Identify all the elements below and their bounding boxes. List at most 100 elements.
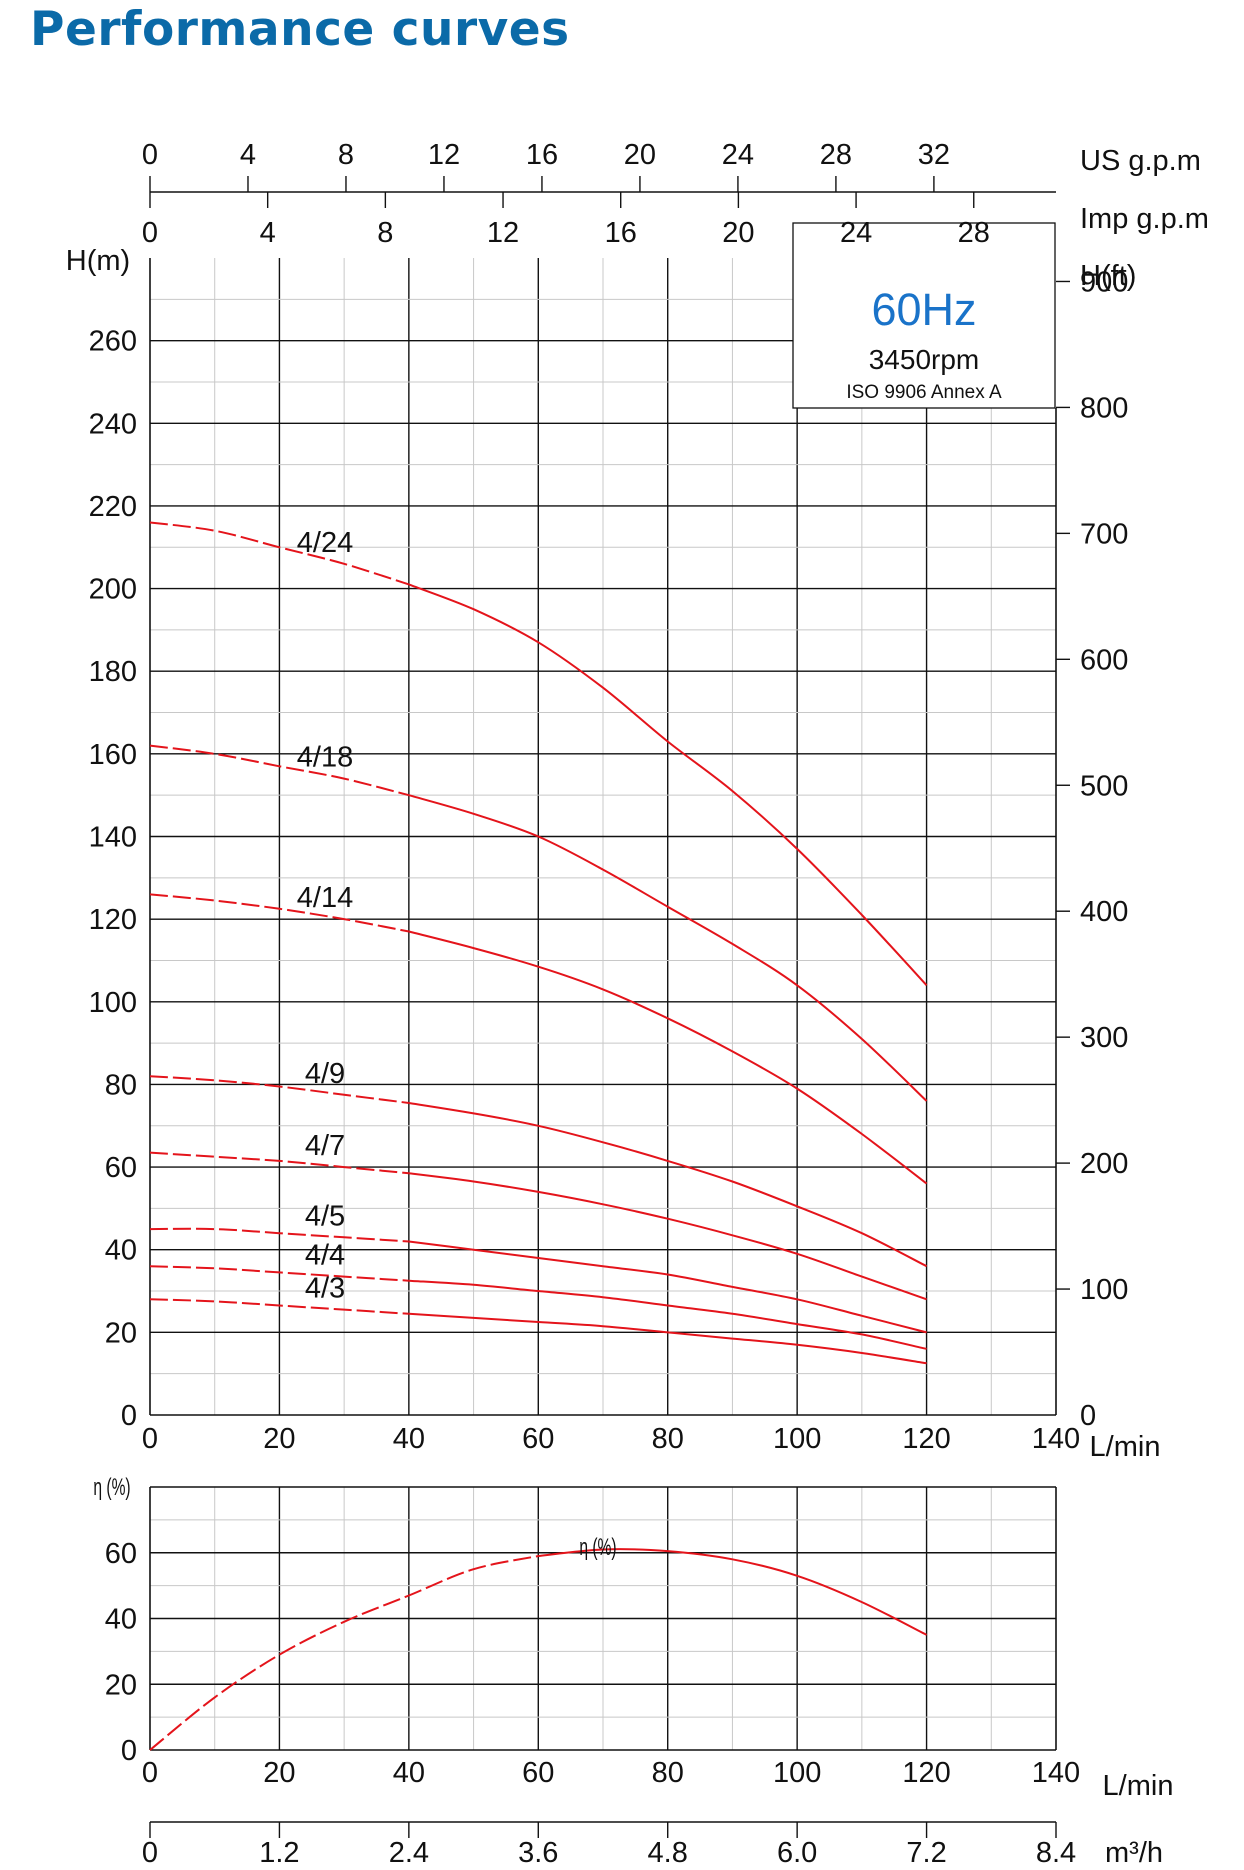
- us-gpm-tick-label: 32: [918, 139, 950, 171]
- y-tick-label: 180: [89, 656, 137, 688]
- m3h-tick-label: 4.8: [648, 1837, 688, 1869]
- m3h-tick-label: 6.0: [777, 1837, 817, 1869]
- y-tick-label: 0: [121, 1400, 137, 1432]
- y2-tick-label: 0: [1080, 1400, 1096, 1432]
- y-tick-label: 120: [89, 904, 137, 936]
- y-tick-label: 220: [89, 491, 137, 523]
- y2-tick-label: 700: [1080, 518, 1128, 550]
- head-curve-4-24: [408, 583, 928, 986]
- eff-x-axis-unit-label: L/min: [1103, 1770, 1174, 1802]
- series-label: 4/5: [305, 1200, 345, 1232]
- y2-tick-label: 100: [1080, 1274, 1128, 1306]
- m3h-tick-label: 1.2: [259, 1837, 299, 1869]
- y-axis-label: H(m): [66, 245, 130, 277]
- page-title: Performance curves: [30, 2, 570, 57]
- us-gpm-tick-label: 20: [624, 139, 656, 171]
- us-gpm-tick-label: 4: [240, 139, 256, 171]
- head-curve-4-7: [408, 1172, 927, 1301]
- y-tick-label: 260: [89, 326, 137, 358]
- eff-y-axis-label: η (%): [93, 1475, 130, 1501]
- head-curve-4-14: [408, 930, 928, 1185]
- us-gpm-tick-label: 24: [722, 139, 754, 171]
- y-tick-label: 140: [89, 822, 137, 854]
- x-tick-label: 100: [773, 1423, 821, 1455]
- head-curve-4-9-dashed: [149, 1075, 410, 1104]
- series-label: 4/4: [305, 1240, 345, 1272]
- y-tick-label: 40: [105, 1235, 137, 1267]
- m3h-tick-label: 7.2: [906, 1837, 946, 1869]
- head-curves: [149, 521, 928, 1365]
- efficiency-grid: [150, 1486, 1056, 1750]
- y-tick-label: 60: [105, 1152, 137, 1184]
- head-curve-4-18: [408, 794, 928, 1102]
- us-gpm-axis-label: US g.p.m: [1080, 145, 1201, 177]
- eff-x-tick-label: 80: [652, 1757, 684, 1789]
- info-frequency: 60Hz: [871, 284, 976, 335]
- series-label: 4/24: [297, 527, 353, 559]
- series-label: 4/7: [305, 1130, 345, 1162]
- y-tick-label: 100: [89, 987, 137, 1019]
- head-curve-4-4-dashed: [149, 1265, 409, 1282]
- head-curve-4-3: [408, 1312, 927, 1365]
- y2-tick-label: 200: [1080, 1148, 1128, 1180]
- head-curve-4-3-dashed: [149, 1298, 409, 1315]
- m3h-axis-label: m³/h: [1105, 1837, 1163, 1869]
- us-gpm-tick-label: 12: [428, 139, 460, 171]
- eff-y-tick-label: 0: [121, 1735, 137, 1767]
- x-tick-label: 140: [1032, 1423, 1080, 1455]
- imp-gpm-tick-label: 28: [958, 217, 990, 249]
- efficiency-curve: [149, 1548, 928, 1751]
- eff-x-tick-label: 0: [142, 1757, 158, 1789]
- us-gpm-tick-label: 16: [526, 139, 558, 171]
- imp-gpm-tick-label: 0: [142, 217, 158, 249]
- info-speed: 3450rpm: [869, 344, 980, 375]
- m3h-tick-label: 3.6: [518, 1837, 558, 1869]
- imp-gpm-tick-label: 12: [487, 217, 519, 249]
- eff-y-tick-label: 40: [105, 1604, 137, 1636]
- info-standard: ISO 9906 Annex A: [846, 382, 1002, 403]
- imp-gpm-tick-label: 4: [260, 217, 276, 249]
- y2-axis-label: H(ft): [1080, 260, 1136, 292]
- text-labels: 0 20 40 60 80 100 120 1400204060801001201401601…: [66, 139, 1209, 1869]
- head-curve-4-5-dashed: [149, 1227, 409, 1243]
- head-curve-4-7-dashed: [149, 1151, 410, 1175]
- efficiency-series-label: η (%): [579, 1535, 616, 1561]
- x-tick-label: 120: [902, 1423, 950, 1455]
- y-tick-label: 20: [105, 1317, 137, 1349]
- head-curve-4-9: [408, 1102, 928, 1268]
- us-gpm-tick-label: 8: [338, 139, 354, 171]
- eff-x-tick-label: 60: [522, 1757, 554, 1789]
- x-tick-label: 60: [522, 1423, 554, 1455]
- imp-gpm-tick-label: 20: [722, 217, 754, 249]
- main-grid: [150, 258, 1056, 1415]
- head-curve-4-4: [408, 1279, 927, 1350]
- y-tick-label: 80: [105, 1069, 137, 1101]
- imp-gpm-tick-label: 8: [377, 217, 393, 249]
- eff-y-tick-label: 60: [105, 1538, 137, 1570]
- x-tick-label: 20: [263, 1423, 295, 1455]
- series-label: 4/9: [305, 1058, 345, 1090]
- m3h-tick-label: 2.4: [389, 1837, 429, 1869]
- imp-gpm-tick-label: 16: [605, 217, 637, 249]
- head-curve-4-14-dashed: [149, 893, 410, 933]
- head-curve-4-24-dashed: [149, 521, 410, 586]
- series-label: 4/3: [305, 1273, 345, 1305]
- axes: [149, 176, 1070, 1838]
- m3h-tick-label: 8.4: [1036, 1837, 1076, 1869]
- us-gpm-tick-label: 28: [820, 139, 852, 171]
- y-tick-label: 160: [89, 739, 137, 771]
- x-tick-label: 80: [652, 1423, 684, 1455]
- y2-tick-label: 400: [1080, 896, 1128, 928]
- us-gpm-tick-label: 0: [142, 139, 158, 171]
- series-label: 4/18: [297, 742, 353, 774]
- info-box: 60Hz 3450rpm ISO 9906 Annex A: [792, 222, 1056, 409]
- y2-tick-label: 900: [1080, 266, 1128, 298]
- x-axis-unit-label: L/min: [1090, 1431, 1161, 1463]
- y2-tick-label: 600: [1080, 644, 1128, 676]
- y2-tick-label: 300: [1080, 1022, 1128, 1054]
- imp-gpm-axis-label: Imp g.p.m: [1080, 203, 1209, 235]
- imp-gpm-tick-label: 24: [840, 217, 872, 249]
- m3h-tick-label: 0: [142, 1837, 158, 1869]
- y-tick-label: 240: [89, 408, 137, 440]
- eff-x-tick-label: 120: [902, 1757, 950, 1789]
